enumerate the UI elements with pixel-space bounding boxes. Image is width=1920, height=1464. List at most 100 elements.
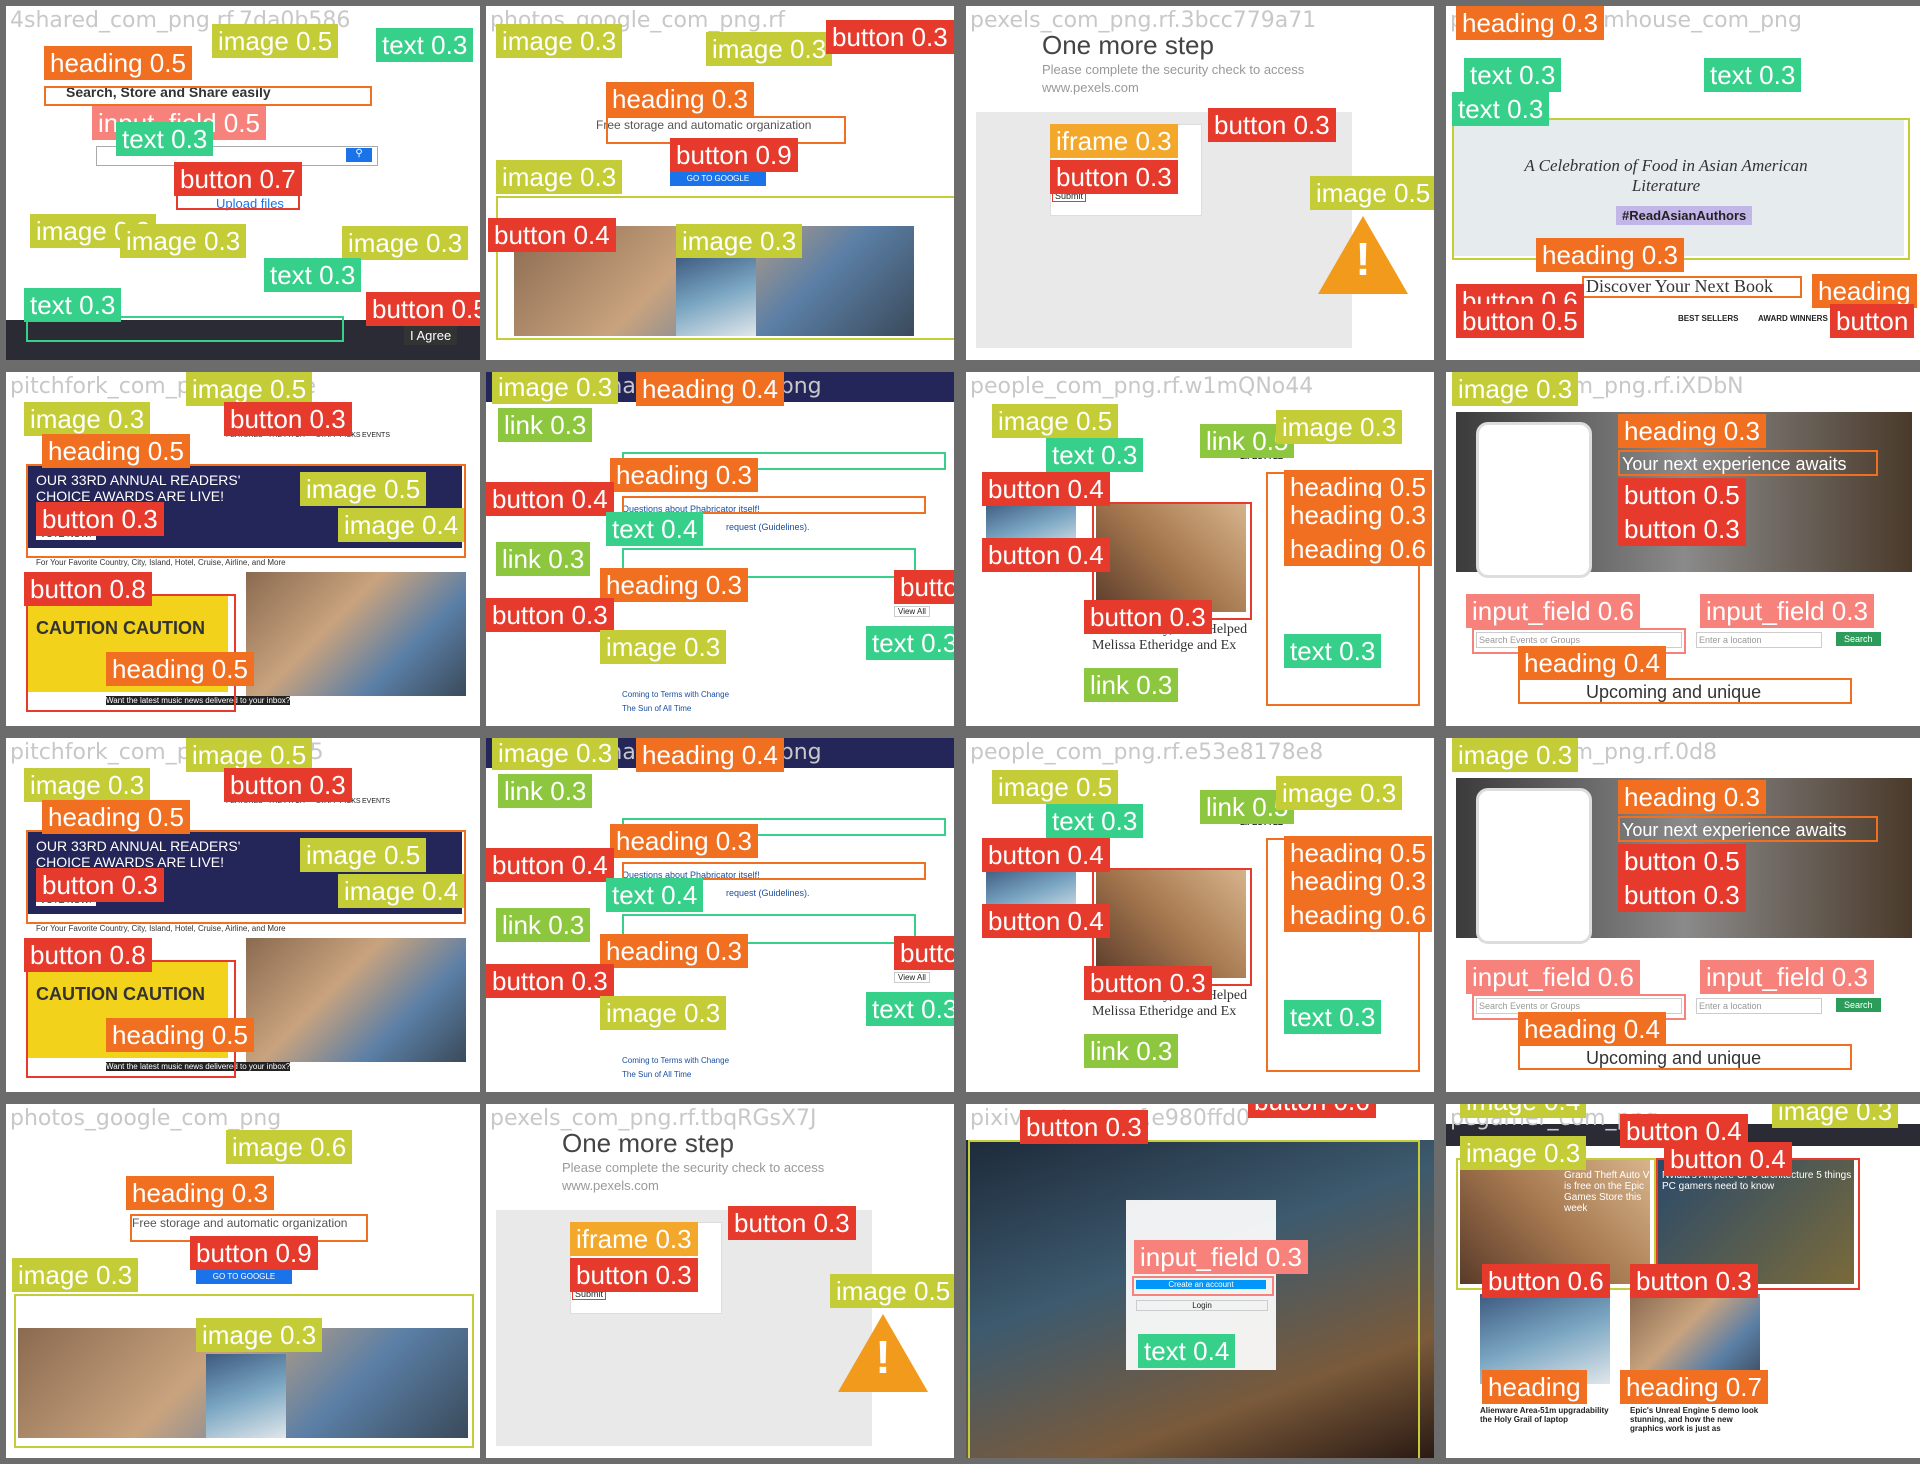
label-link: link 0.3: [498, 774, 593, 808]
label-text: text 0.4: [606, 512, 704, 546]
view-all-button[interactable]: View All: [894, 606, 930, 617]
nav-award-winners[interactable]: AWARD WINNERS: [1758, 314, 1828, 323]
label-image: image 0.3: [12, 1258, 139, 1292]
tile-google-photos-2: photos_google_com_png Free storage and a…: [6, 1104, 480, 1458]
label-text: text 0.3: [1284, 634, 1382, 668]
list-item-2[interactable]: The Sun of All Time: [622, 704, 692, 713]
label-iframe: iframe 0.3: [570, 1222, 698, 1256]
google-photos-button[interactable]: GO TO GOOGLE PHOTOS: [670, 172, 766, 197]
hero-heading: Your next experience awaits: [1622, 820, 1847, 840]
caution-text: CAUTION CAUTION: [36, 618, 205, 638]
label-image: image 0.5: [300, 838, 427, 872]
label-image: image 0.5: [212, 24, 339, 58]
upcoming-heading: Upcoming and unique: [1586, 682, 1762, 702]
list-item-2[interactable]: The Sun of All Time: [622, 1070, 692, 1079]
upcoming-heading: Upcoming and unique: [1586, 1048, 1762, 1068]
label-text: text 0.3: [264, 258, 362, 292]
label-button: button 0.4: [488, 218, 616, 252]
discover-heading: Discover Your Next Book: [1586, 276, 1773, 296]
story2-image: [1658, 1160, 1854, 1284]
label-heading: heading: [1482, 1370, 1587, 1404]
label-heading: heading 0.5: [106, 652, 254, 686]
site-url: www.pexels.com: [1042, 80, 1139, 95]
story1-title[interactable]: Grand Theft Auto V is free on the Epic G…: [1564, 1170, 1650, 1214]
label-button: button 0.3: [36, 868, 164, 902]
story3-title[interactable]: Alienware Area-51m upgradability the Hol…: [1480, 1406, 1609, 1424]
label-image: image 0.4: [1460, 1104, 1587, 1118]
label-heading: heading 0.4: [1518, 1012, 1666, 1046]
story4-title[interactable]: Epic's Unreal Engine 5 demo look stunnin…: [1630, 1406, 1759, 1433]
caution-text: CAUTION CAUTION: [36, 984, 205, 1004]
label-image: image 0.3: [1276, 776, 1403, 810]
label-heading: heading 0.5: [106, 1018, 254, 1052]
upload-button[interactable]: Upload files: [216, 196, 284, 211]
phab-line1[interactable]: Questions about Phabricator itself!: [622, 870, 760, 880]
label-link: link 0.3: [496, 542, 591, 576]
story-image: [246, 572, 466, 696]
hero-photo: [1096, 502, 1246, 612]
promo-headline: OUR 33RD ANNUAL READERS' CHOICE AWARDS A…: [36, 472, 241, 504]
label-button: button 0.3: [1630, 1264, 1758, 1298]
newsletter-text: Want the latest music news delivered to …: [106, 696, 291, 705]
nav-best-sellers[interactable]: BEST SELLERS: [1678, 314, 1739, 323]
phab-line2[interactable]: request (Guidelines).: [726, 522, 810, 532]
label-text: text 0.3: [1284, 1000, 1382, 1034]
label-text: text 0.3: [866, 992, 954, 1026]
label-text: text 0.3: [1464, 58, 1562, 92]
watermark: people_com_png.rf.e53e8178e8: [970, 740, 1324, 765]
label-input: input_field 0.6: [1466, 594, 1640, 628]
tile-penguin: penguinrandomhouse_com_png A Celebration…: [1446, 6, 1920, 360]
label-text: text 0.3: [1046, 804, 1144, 838]
label-button: button 0.8: [24, 572, 152, 606]
label-image: image 0.3: [342, 226, 469, 260]
location-input[interactable]: Enter a location: [1696, 632, 1822, 648]
search-button[interactable]: Search: [1836, 632, 1881, 646]
nav-events[interactable]: EVENTS: [362, 432, 391, 439]
label-image: image 0.5: [992, 404, 1119, 438]
label-heading: heading 0.3: [610, 458, 758, 492]
login-button[interactable]: Login: [1136, 1300, 1268, 1311]
list-item-1[interactable]: Coming to Terms with Change: [622, 1056, 730, 1065]
label-heading: heading 0.3: [1618, 780, 1766, 814]
label-text: text 0.3: [116, 122, 214, 156]
label-button: button 0.3: [486, 964, 614, 998]
banner-title: A Celebration of Food in Asian American …: [1524, 156, 1808, 195]
location-input[interactable]: Enter a location: [1696, 998, 1822, 1014]
search-button[interactable]: Search: [1836, 998, 1881, 1012]
create-account-button[interactable]: Create an account: [1136, 1280, 1266, 1289]
label-image: image 0.5: [300, 472, 427, 506]
hero-banner: [1454, 118, 1904, 256]
tile-pexels-2: pexels_com_png.rf.tbqRGsX7J One more ste…: [486, 1104, 954, 1458]
tile-4shared: 4shared_com_png.rf.7da0b586 Search, Stor…: [6, 6, 480, 360]
warning-icon: [1318, 216, 1408, 294]
agree-button[interactable]: I Agree: [404, 326, 458, 345]
label-button: button 0.3: [486, 598, 614, 632]
label-text: text 0.4: [1138, 1334, 1236, 1368]
label-button: button 0.4: [486, 848, 614, 882]
label-button: button 0.3: [826, 20, 954, 54]
label-link: link 0.3: [496, 908, 591, 942]
phab-line2[interactable]: request (Guidelines).: [726, 888, 810, 898]
label-text: text 0.3: [376, 28, 474, 62]
label-image: image 0.3: [1772, 1104, 1899, 1128]
label-image: image 0.3: [120, 224, 247, 258]
label-input: input_field 0.3: [1134, 1240, 1308, 1274]
tile-pitchfork-2: pitchfork_com_png.rf.28f8c5 FEATURES THE…: [6, 738, 480, 1092]
label-heading: heading 0.3: [600, 568, 748, 602]
label-heading: heading 0.4: [636, 738, 784, 772]
view-all-button[interactable]: View All: [894, 972, 930, 983]
label-button: button 0.5: [1618, 478, 1746, 512]
google-photos-button[interactable]: GO TO GOOGLE PHOTOS: [196, 1270, 292, 1295]
label-image: image 0.4: [338, 508, 465, 542]
story-image: [246, 938, 466, 1062]
nav-events[interactable]: EVENTS: [362, 798, 391, 805]
label-button: button 0.3: [1050, 160, 1178, 194]
warning-mark: !: [875, 1331, 891, 1383]
label-input: input_field 0.3: [1700, 594, 1874, 628]
label-image: image 0.3: [706, 32, 833, 66]
label-image: image 0.3: [24, 402, 151, 436]
phab-line1[interactable]: Questions about Phabricator itself!: [622, 504, 760, 514]
list-item-1[interactable]: Coming to Terms with Change: [622, 690, 730, 699]
search-button[interactable]: ⚲: [346, 148, 372, 162]
label-button: button 0.4: [1664, 1142, 1792, 1176]
